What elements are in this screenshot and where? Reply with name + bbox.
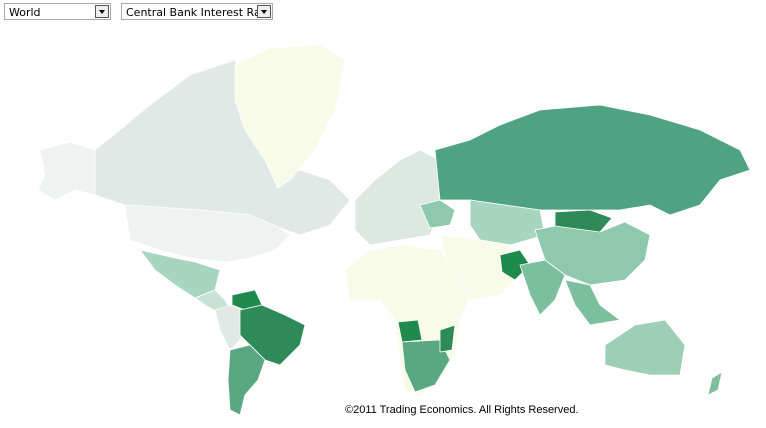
mozambique (439, 324, 456, 353)
region-select[interactable]: World (4, 3, 111, 20)
europe (354, 149, 441, 246)
angola (397, 319, 423, 343)
eastern-europe (419, 199, 456, 229)
southeast-asia (564, 279, 621, 326)
usa (124, 204, 291, 263)
greenland (234, 44, 346, 189)
alaska (37, 141, 96, 201)
region-value: World (9, 6, 41, 19)
indicator-value: Central Bank Interest Rate (126, 6, 272, 19)
new-zealand (707, 371, 723, 396)
india (519, 259, 566, 316)
argentina (227, 344, 266, 416)
russia (434, 104, 751, 216)
andes (214, 304, 246, 351)
brazil (239, 304, 306, 366)
dropdown-button[interactable] (95, 5, 109, 18)
copyright: ©2011 Trading Economics. All Rights Rese… (345, 404, 579, 416)
indicator-select[interactable]: Central Bank Interest Rate (121, 3, 273, 20)
australia (604, 319, 686, 376)
dropdown-button[interactable] (257, 5, 271, 18)
